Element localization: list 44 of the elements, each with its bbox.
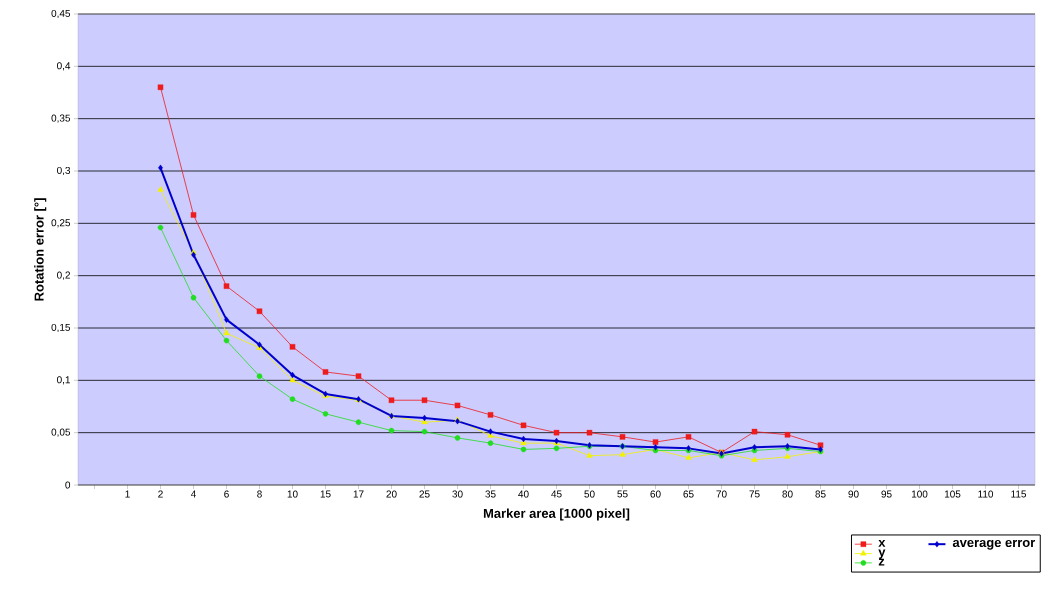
x-tick-label: 105 — [944, 490, 961, 498]
x-tick-label: 4 — [190, 490, 196, 498]
y-tick-label: 0,3 — [57, 166, 71, 176]
x-tick-label: 20 — [386, 490, 397, 498]
x-tick-label: 45 — [551, 490, 562, 498]
x-tick-label: 2 — [158, 490, 163, 498]
legend-label: y — [878, 549, 886, 559]
y-tick-label: 0,25 — [51, 219, 71, 228]
x-tick-label: 115 — [1011, 490, 1027, 498]
legend-label: average error — [952, 539, 1036, 550]
x-tick-label: 6 — [224, 490, 229, 498]
x-tick-label: 90 — [848, 490, 859, 498]
x-tick-label: 30 — [452, 490, 463, 498]
y-tick-label: 0 — [65, 481, 71, 489]
x-tick-label: 40 — [518, 490, 529, 498]
y-tick-label: 0,15 — [51, 323, 71, 333]
x-tick-label: 110 — [978, 490, 994, 498]
y-axis-title: Rotation error [°] — [34, 198, 47, 301]
x-tick-label: 80 — [782, 490, 793, 498]
x-tick-label: 65 — [683, 490, 694, 498]
y-tick-label: 0,4 — [57, 62, 71, 71]
x-tick-label: 17 — [353, 490, 364, 498]
x-tick-label: 75 — [749, 490, 760, 498]
x-tick-label: 60 — [650, 490, 661, 498]
x-tick-label: 95 — [881, 490, 892, 498]
x-tick-label: 55 — [617, 490, 628, 498]
x-tick-label: 50 — [584, 490, 595, 498]
x-tick-label: 8 — [257, 490, 262, 498]
legend-label: z — [878, 558, 885, 566]
legend-label: x — [878, 540, 886, 547]
x-tick-label: 25 — [419, 490, 430, 498]
x-tick-label: 15 — [320, 490, 331, 498]
y-tick-label: 0,35 — [51, 114, 71, 123]
x-tick-label: 35 — [485, 490, 496, 498]
x-axis-title: Marker area [1000 pixel] — [483, 508, 630, 521]
x-tick-label: 70 — [716, 490, 727, 498]
y-tick-label: 0,45 — [51, 9, 71, 19]
x-tick-label: 85 — [815, 490, 826, 498]
y-tick-label: 0,05 — [51, 428, 71, 437]
x-tick-label: 10 — [287, 490, 298, 498]
y-tick-label: 0,2 — [57, 271, 70, 280]
x-tick-label: 1 — [125, 490, 130, 498]
y-tick-label: 0,1 — [57, 376, 70, 385]
x-tick-label: 100 — [911, 490, 928, 498]
